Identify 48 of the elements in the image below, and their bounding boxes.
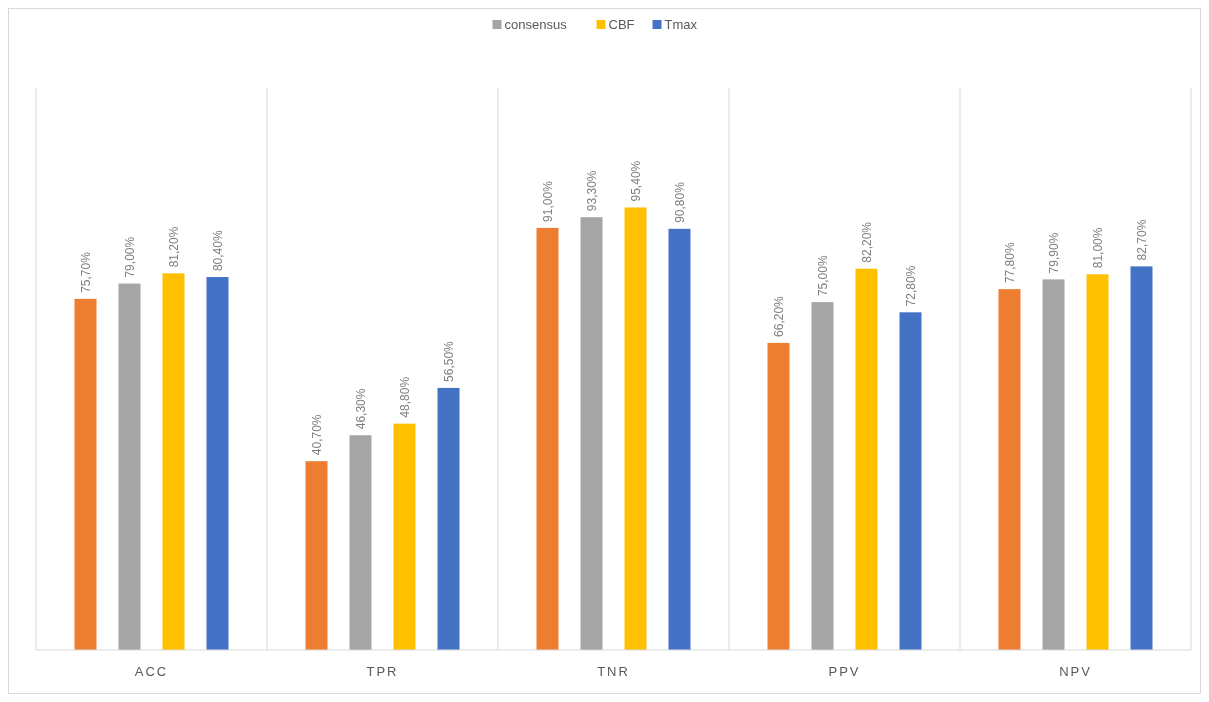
bar	[1130, 266, 1153, 650]
data-label: 75,00%	[815, 255, 830, 297]
data-label: 40,70%	[309, 414, 324, 456]
bar	[118, 283, 141, 650]
data-label: 81,00%	[1090, 227, 1105, 269]
bar	[624, 207, 647, 650]
bar	[305, 461, 328, 650]
x-tick-label: TNR	[597, 664, 630, 679]
bar	[162, 273, 185, 650]
bar	[393, 423, 416, 650]
bar	[767, 342, 790, 650]
data-label: 80,40%	[210, 230, 225, 272]
data-label: 72,80%	[903, 265, 918, 307]
x-tick-label: ACC	[134, 664, 169, 679]
legend-label: CBF	[608, 17, 635, 32]
data-label: 48,80%	[397, 376, 412, 418]
bar	[437, 387, 460, 650]
data-label: 82,70%	[1134, 219, 1149, 261]
bar	[349, 435, 372, 650]
bar	[855, 268, 878, 650]
data-label: 56,50%	[441, 340, 456, 382]
data-label: 93,30%	[584, 170, 599, 212]
x-tick-label: PPV	[828, 664, 861, 679]
bar	[536, 227, 559, 650]
data-label: 81,20%	[166, 226, 181, 268]
data-label: 75,70%	[78, 251, 93, 293]
bar	[899, 312, 922, 650]
x-tick-label: NPV	[1059, 664, 1092, 679]
data-label: 82,20%	[859, 221, 874, 263]
legend-label: consensus	[504, 17, 568, 32]
x-tick-label: TPR	[366, 664, 399, 679]
bar	[668, 228, 691, 650]
bar	[998, 289, 1021, 650]
bar	[206, 277, 229, 650]
data-label: 91,00%	[540, 180, 555, 222]
data-label: 66,20%	[771, 295, 786, 337]
bar	[811, 302, 834, 650]
data-label: 90,80%	[672, 181, 687, 223]
bar	[74, 298, 97, 650]
bar	[580, 217, 603, 650]
data-label: 79,00%	[122, 236, 137, 278]
data-label: 46,30%	[353, 388, 368, 430]
data-label: 95,40%	[628, 160, 643, 202]
bar	[1086, 274, 1109, 650]
bar	[1042, 279, 1065, 650]
legend-label: Tmax	[664, 17, 698, 32]
data-label: 79,90%	[1046, 232, 1061, 274]
data-label: 77,80%	[1002, 242, 1017, 284]
